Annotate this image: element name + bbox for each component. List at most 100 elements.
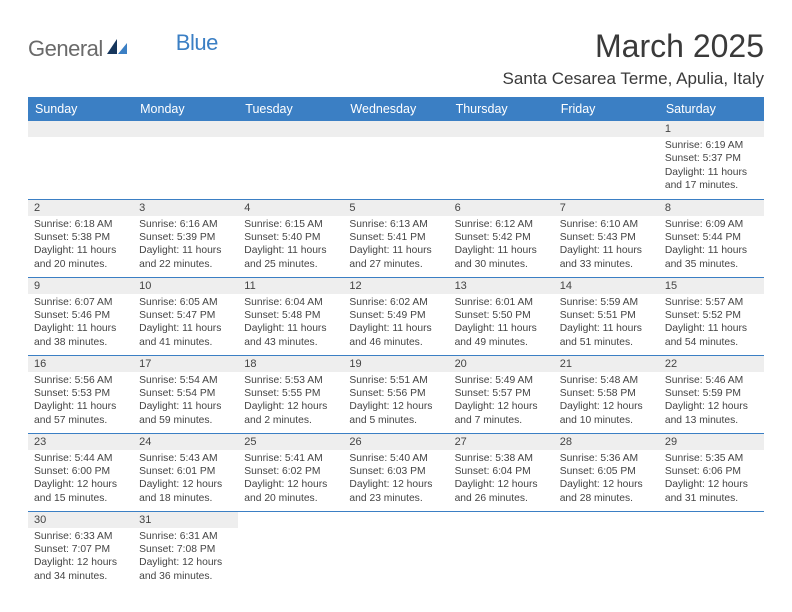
calendar-day: 15Sunrise: 5:57 AMSunset: 5:52 PMDayligh… (659, 277, 764, 355)
day-details: Sunrise: 5:38 AMSunset: 6:04 PMDaylight:… (449, 450, 554, 510)
day-dl1: Daylight: 11 hours (139, 244, 232, 257)
day-dl1: Daylight: 11 hours (455, 244, 548, 257)
day-number: 16 (28, 356, 133, 372)
calendar-day: 20Sunrise: 5:49 AMSunset: 5:57 PMDayligh… (449, 355, 554, 433)
day-dl1: Daylight: 11 hours (244, 244, 337, 257)
day-dl1: Daylight: 11 hours (139, 400, 232, 413)
day-number: 21 (554, 356, 659, 372)
day-dl1: Daylight: 12 hours (244, 400, 337, 413)
day-dl2: and 33 minutes. (560, 258, 653, 271)
day-sr: Sunrise: 6:02 AM (349, 296, 442, 309)
day-details: Sunrise: 5:48 AMSunset: 5:58 PMDaylight:… (554, 372, 659, 432)
day-sr: Sunrise: 6:15 AM (244, 218, 337, 231)
day-dl2: and 27 minutes. (349, 258, 442, 271)
calendar-day: 5Sunrise: 6:13 AMSunset: 5:41 PMDaylight… (343, 199, 448, 277)
day-dl2: and 13 minutes. (665, 414, 758, 427)
day-number: 13 (449, 278, 554, 294)
brand-logo: General Blue (28, 28, 218, 62)
day-details: Sunrise: 6:16 AMSunset: 5:39 PMDaylight:… (133, 216, 238, 276)
day-sr: Sunrise: 5:48 AM (560, 374, 653, 387)
day-details: Sunrise: 6:04 AMSunset: 5:48 PMDaylight:… (238, 294, 343, 354)
day-ss: Sunset: 5:37 PM (665, 152, 758, 165)
day-band-empty (554, 121, 659, 137)
day-sr: Sunrise: 5:36 AM (560, 452, 653, 465)
day-dl1: Daylight: 12 hours (560, 478, 653, 491)
day-dl1: Daylight: 11 hours (349, 244, 442, 257)
day-sr: Sunrise: 6:07 AM (34, 296, 127, 309)
brand-part2: Blue (176, 30, 218, 56)
day-dl2: and 2 minutes. (244, 414, 337, 427)
calendar-day: 11Sunrise: 6:04 AMSunset: 5:48 PMDayligh… (238, 277, 343, 355)
day-details: Sunrise: 6:02 AMSunset: 5:49 PMDaylight:… (343, 294, 448, 354)
day-ss: Sunset: 5:48 PM (244, 309, 337, 322)
calendar-day: 26Sunrise: 5:40 AMSunset: 6:03 PMDayligh… (343, 433, 448, 511)
day-ss: Sunset: 6:06 PM (665, 465, 758, 478)
day-dl1: Daylight: 11 hours (34, 322, 127, 335)
day-dl2: and 20 minutes. (244, 492, 337, 505)
day-details: Sunrise: 6:13 AMSunset: 5:41 PMDaylight:… (343, 216, 448, 276)
calendar-day: 8Sunrise: 6:09 AMSunset: 5:44 PMDaylight… (659, 199, 764, 277)
day-dl2: and 26 minutes. (455, 492, 548, 505)
calendar-empty (238, 511, 343, 589)
day-number: 17 (133, 356, 238, 372)
day-sr: Sunrise: 5:38 AM (455, 452, 548, 465)
day-dl2: and 25 minutes. (244, 258, 337, 271)
day-sr: Sunrise: 5:53 AM (244, 374, 337, 387)
day-dl2: and 34 minutes. (34, 570, 127, 583)
day-sr: Sunrise: 6:09 AM (665, 218, 758, 231)
calendar-empty (554, 121, 659, 199)
calendar-empty (554, 511, 659, 589)
day-dl1: Daylight: 12 hours (139, 478, 232, 491)
day-band-empty (238, 121, 343, 137)
day-ss: Sunset: 6:03 PM (349, 465, 442, 478)
day-dl2: and 51 minutes. (560, 336, 653, 349)
day-details: Sunrise: 5:59 AMSunset: 5:51 PMDaylight:… (554, 294, 659, 354)
day-details: Sunrise: 5:36 AMSunset: 6:05 PMDaylight:… (554, 450, 659, 510)
calendar-empty (133, 121, 238, 199)
day-dl1: Daylight: 12 hours (455, 478, 548, 491)
day-number: 20 (449, 356, 554, 372)
day-sr: Sunrise: 6:10 AM (560, 218, 653, 231)
day-ss: Sunset: 5:40 PM (244, 231, 337, 244)
day-sr: Sunrise: 6:12 AM (455, 218, 548, 231)
calendar-day: 18Sunrise: 5:53 AMSunset: 5:55 PMDayligh… (238, 355, 343, 433)
day-dl2: and 36 minutes. (139, 570, 232, 583)
day-sr: Sunrise: 5:44 AM (34, 452, 127, 465)
day-sr: Sunrise: 5:56 AM (34, 374, 127, 387)
day-dl2: and 15 minutes. (34, 492, 127, 505)
day-dl2: and 7 minutes. (455, 414, 548, 427)
calendar-empty (343, 511, 448, 589)
day-dl1: Daylight: 12 hours (34, 556, 127, 569)
day-number: 11 (238, 278, 343, 294)
day-dl1: Daylight: 11 hours (34, 244, 127, 257)
calendar-day: 4Sunrise: 6:15 AMSunset: 5:40 PMDaylight… (238, 199, 343, 277)
day-dl1: Daylight: 12 hours (560, 400, 653, 413)
calendar-day: 24Sunrise: 5:43 AMSunset: 6:01 PMDayligh… (133, 433, 238, 511)
header: General Blue March 2025 Santa Cesarea Te… (28, 28, 764, 95)
calendar-day: 13Sunrise: 6:01 AMSunset: 5:50 PMDayligh… (449, 277, 554, 355)
day-dl1: Daylight: 12 hours (665, 478, 758, 491)
day-sr: Sunrise: 5:54 AM (139, 374, 232, 387)
day-details: Sunrise: 6:19 AMSunset: 5:37 PMDaylight:… (659, 137, 764, 197)
day-details: Sunrise: 5:56 AMSunset: 5:53 PMDaylight:… (28, 372, 133, 432)
calendar-day: 30Sunrise: 6:33 AMSunset: 7:07 PMDayligh… (28, 511, 133, 589)
day-details: Sunrise: 6:33 AMSunset: 7:07 PMDaylight:… (28, 528, 133, 588)
title-block: March 2025 Santa Cesarea Terme, Apulia, … (503, 28, 764, 95)
day-ss: Sunset: 5:57 PM (455, 387, 548, 400)
day-dl2: and 41 minutes. (139, 336, 232, 349)
day-sr: Sunrise: 6:31 AM (139, 530, 232, 543)
day-dl2: and 5 minutes. (349, 414, 442, 427)
calendar-empty (659, 511, 764, 589)
day-dl2: and 31 minutes. (665, 492, 758, 505)
day-dl2: and 17 minutes. (665, 179, 758, 192)
dayname-header: Tuesday (238, 97, 343, 121)
day-dl1: Daylight: 11 hours (455, 322, 548, 335)
day-dl1: Daylight: 11 hours (349, 322, 442, 335)
day-sr: Sunrise: 6:05 AM (139, 296, 232, 309)
day-number: 5 (343, 200, 448, 216)
calendar-day: 29Sunrise: 5:35 AMSunset: 6:06 PMDayligh… (659, 433, 764, 511)
day-ss: Sunset: 6:00 PM (34, 465, 127, 478)
day-number: 3 (133, 200, 238, 216)
day-ss: Sunset: 6:02 PM (244, 465, 337, 478)
day-ss: Sunset: 5:38 PM (34, 231, 127, 244)
